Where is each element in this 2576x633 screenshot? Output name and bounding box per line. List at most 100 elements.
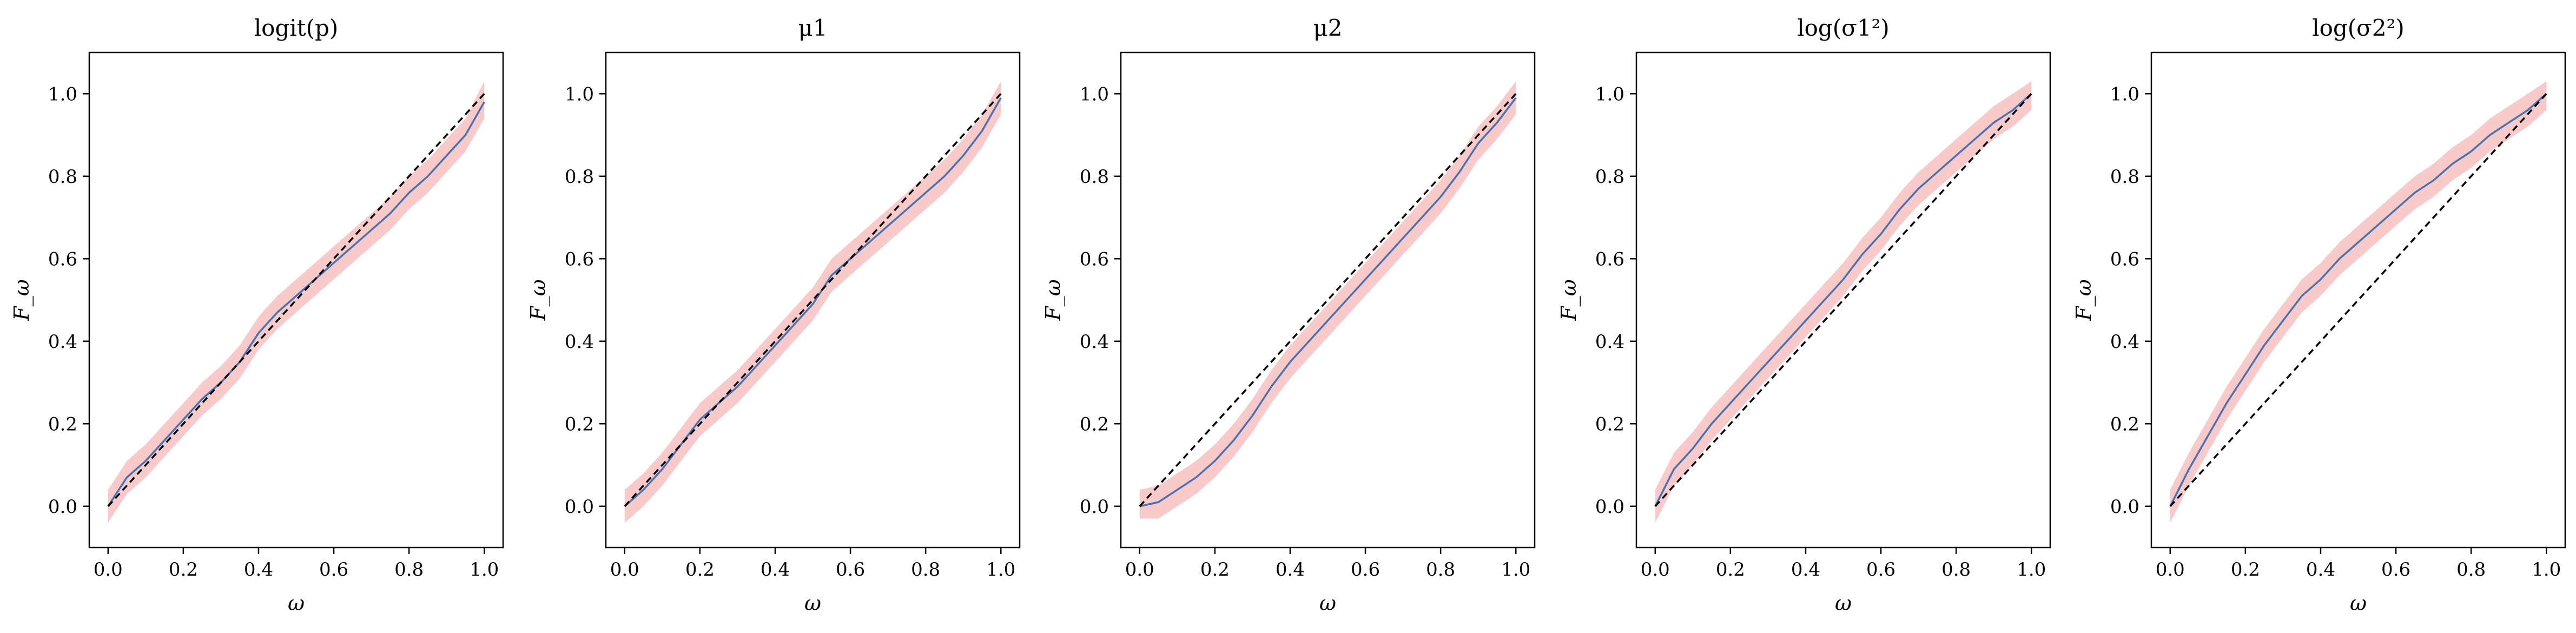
y-tick-label: 0.0 xyxy=(1080,496,1109,518)
y-tick-label: 0.2 xyxy=(565,413,594,435)
y-tick-label: 0.4 xyxy=(1595,331,1624,353)
plot-frame xyxy=(88,51,504,549)
confidence-band xyxy=(1655,81,2032,523)
reference-line xyxy=(107,93,485,507)
x-tick-label: 0.0 xyxy=(2156,559,2185,581)
reference-line xyxy=(1139,93,1517,507)
y-tick-label: 0.4 xyxy=(2110,331,2139,353)
x-tick-label: 0.4 xyxy=(761,559,790,581)
y-tick-label: 0.0 xyxy=(565,496,594,518)
x-tick-label: 0.0 xyxy=(610,559,639,581)
x-tick-label: 0.8 xyxy=(911,559,940,581)
panel-1: 0.0 0.2 0.4 0.6 0.8 1.0 0.0 0.2 0.4 0.6 0.8 1.0 logi… xyxy=(10,15,504,615)
y-tick-label: 0.2 xyxy=(48,413,77,435)
x-tick-label: 1.0 xyxy=(2017,559,2046,581)
y-tick-label: 0.4 xyxy=(565,331,594,353)
x-tick-label: 0.8 xyxy=(2456,559,2486,581)
y-tick-label: 1.0 xyxy=(48,83,77,105)
y-axis-label: F_ω xyxy=(10,279,34,321)
ecdf-line xyxy=(2169,93,2547,507)
x-tick-label: 0.4 xyxy=(2306,559,2335,581)
confidence-band xyxy=(624,81,1001,523)
panel-title: log(σ2²) xyxy=(2312,15,2405,41)
y-tick-label: 1.0 xyxy=(2110,83,2139,105)
y-tick-label: 0.4 xyxy=(48,331,77,353)
x-tick-label: 0.2 xyxy=(1716,559,1745,581)
confidence-band xyxy=(2170,81,2547,523)
x-tick-label: 0.0 xyxy=(94,559,123,581)
x-axis-label: ω xyxy=(1835,591,1852,615)
y-tick-label: 0.2 xyxy=(2110,413,2139,435)
panel-3: 0.0 0.2 0.4 0.6 0.8 1.0 0.0 0.2 0.4 0.6 0.8 1.0 μ2 ω F… xyxy=(1041,15,1536,615)
plot-frame xyxy=(605,51,1021,549)
x-tick-label: 1.0 xyxy=(2532,559,2561,581)
plot-frame xyxy=(1120,51,1536,549)
y-tick-label: 0.8 xyxy=(48,166,77,188)
y-tick-label: 0.6 xyxy=(1080,248,1109,270)
x-tick-label: 0.6 xyxy=(319,559,348,581)
reference-line xyxy=(624,93,1002,507)
y-tick-label: 0.6 xyxy=(48,248,77,270)
x-axis-label: ω xyxy=(288,591,305,615)
x-tick-label: 0.8 xyxy=(1941,559,1971,581)
y-tick-label: 0.0 xyxy=(1595,496,1624,518)
y-axis-label: F_ω xyxy=(1557,279,1581,321)
y-axis-label: F_ω xyxy=(526,279,551,321)
y-tick-label: 0.0 xyxy=(48,496,77,518)
x-tick-label: 0.4 xyxy=(1791,559,1820,581)
x-tick-label: 0.0 xyxy=(1125,559,1154,581)
x-tick-label: 0.6 xyxy=(2381,559,2410,581)
y-tick-label: 0.2 xyxy=(1080,413,1109,435)
confidence-band xyxy=(108,81,485,523)
x-tick-label: 1.0 xyxy=(986,559,1015,581)
x-tick-label: 0.8 xyxy=(394,559,424,581)
confidence-band xyxy=(1139,81,1516,519)
panel-title: μ2 xyxy=(1313,15,1342,41)
y-tick-label: 0.8 xyxy=(565,166,594,188)
x-tick-label: 0.0 xyxy=(1641,559,1670,581)
y-axis-label: F_ω xyxy=(2072,279,2096,321)
y-tick-label: 0.6 xyxy=(565,248,594,270)
x-tick-label: 0.6 xyxy=(1351,559,1380,581)
plot-frame xyxy=(2150,51,2566,549)
y-tick-label: 1.0 xyxy=(1595,83,1624,105)
panel-title: μ1 xyxy=(798,15,827,41)
y-tick-label: 1.0 xyxy=(1080,83,1109,105)
y-tick-label: 0.6 xyxy=(2110,248,2139,270)
ecdf-line xyxy=(1654,93,2032,507)
ecdf-line xyxy=(107,101,485,507)
y-tick-label: 0.4 xyxy=(1080,331,1109,353)
x-tick-label: 0.6 xyxy=(1866,559,1895,581)
x-tick-label: 0.4 xyxy=(1276,559,1305,581)
y-tick-label: 0.8 xyxy=(1080,166,1109,188)
x-axis-label: ω xyxy=(1319,591,1336,615)
x-axis-label: ω xyxy=(2350,591,2367,615)
panel-title: logit(p) xyxy=(254,15,339,41)
plot-frame xyxy=(1635,51,2051,549)
x-tick-label: 0.8 xyxy=(1426,559,1455,581)
panel-5: 0.0 0.2 0.4 0.6 0.8 1.0 0.0 0.2 0.4 0.6 0.8 1.0 log(… xyxy=(2072,15,2566,615)
ecdf-line xyxy=(1139,97,1517,507)
x-tick-label: 0.2 xyxy=(685,559,715,581)
x-tick-label: 0.6 xyxy=(836,559,865,581)
y-tick-label: 1.0 xyxy=(565,83,594,105)
y-tick-label: 0.8 xyxy=(2110,166,2139,188)
x-tick-label: 0.2 xyxy=(1200,559,1230,581)
ecdf-line xyxy=(624,97,1002,507)
x-tick-label: 1.0 xyxy=(470,559,499,581)
y-axis-label: F_ω xyxy=(1041,279,1066,321)
y-tick-label: 0.8 xyxy=(1595,166,1624,188)
y-tick-label: 0.2 xyxy=(1595,413,1624,435)
x-tick-label: 0.4 xyxy=(244,559,273,581)
y-tick-label: 0.6 xyxy=(1595,248,1624,270)
panel-4: 0.0 0.2 0.4 0.6 0.8 1.0 0.0 0.2 0.4 0.6 0.8 1.0 log(… xyxy=(1557,15,2051,615)
panel-title: log(σ1²) xyxy=(1797,15,1890,41)
x-tick-label: 0.2 xyxy=(2231,559,2260,581)
x-tick-label: 0.2 xyxy=(169,559,198,581)
y-tick-label: 0.0 xyxy=(2110,496,2139,518)
reference-line xyxy=(2169,93,2547,507)
x-tick-label: 1.0 xyxy=(1501,559,1530,581)
panel-2: 0.0 0.2 0.4 0.6 0.8 1.0 0.0 0.2 0.4 0.6 0.8 1.0 μ1 ω F… xyxy=(526,15,1021,615)
reference-line xyxy=(1654,93,2032,507)
